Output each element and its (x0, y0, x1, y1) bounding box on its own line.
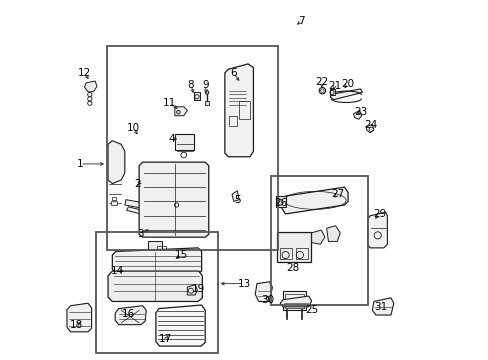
Polygon shape (175, 107, 187, 116)
Polygon shape (124, 200, 146, 208)
Text: 29: 29 (372, 209, 386, 219)
Polygon shape (139, 162, 208, 237)
Polygon shape (67, 303, 91, 332)
Text: 14: 14 (110, 266, 123, 276)
Polygon shape (112, 248, 201, 273)
Text: 25: 25 (305, 305, 318, 315)
Polygon shape (224, 64, 253, 157)
Text: 4: 4 (167, 134, 174, 144)
Bar (271, 176, 367, 305)
Text: 24: 24 (364, 120, 377, 130)
Text: 31: 31 (374, 302, 387, 312)
Text: 6: 6 (230, 68, 237, 78)
Bar (296, 248, 307, 258)
Text: 21: 21 (327, 81, 341, 91)
Polygon shape (84, 81, 97, 92)
Bar (285, 294, 304, 308)
Text: 3: 3 (137, 229, 144, 239)
Text: 1: 1 (77, 159, 83, 169)
Text: 12: 12 (78, 68, 91, 78)
Bar (175, 134, 194, 150)
Bar (157, 246, 165, 251)
Text: 13: 13 (237, 279, 251, 289)
Text: 18: 18 (70, 320, 83, 330)
Text: 20: 20 (341, 78, 354, 89)
Bar (275, 196, 285, 207)
Text: 17: 17 (159, 334, 172, 344)
Text: 2: 2 (134, 179, 141, 189)
Text: 19: 19 (191, 284, 204, 294)
Bar (96, 232, 217, 353)
Bar (239, 102, 249, 119)
Text: 30: 30 (261, 295, 274, 305)
Text: 27: 27 (330, 189, 343, 199)
Text: 7: 7 (298, 16, 305, 26)
Polygon shape (282, 187, 347, 214)
Polygon shape (372, 298, 393, 315)
Bar (279, 248, 291, 258)
Polygon shape (255, 282, 272, 301)
Polygon shape (115, 306, 146, 325)
Text: 11: 11 (163, 98, 176, 108)
Polygon shape (326, 226, 340, 242)
Bar (329, 89, 334, 95)
Text: 26: 26 (273, 198, 286, 208)
Text: 5: 5 (234, 195, 240, 204)
Polygon shape (108, 271, 202, 301)
Polygon shape (156, 305, 205, 346)
Polygon shape (329, 89, 362, 100)
Text: 10: 10 (127, 123, 140, 133)
Text: 16: 16 (122, 309, 135, 319)
Polygon shape (280, 296, 311, 307)
Bar (112, 197, 116, 200)
Polygon shape (231, 191, 239, 202)
Polygon shape (365, 125, 373, 133)
Text: 22: 22 (314, 77, 327, 87)
Circle shape (176, 111, 180, 114)
Text: 8: 8 (187, 80, 194, 90)
Text: 28: 28 (286, 262, 299, 273)
Bar (205, 101, 208, 105)
Polygon shape (353, 111, 361, 119)
Text: 15: 15 (174, 250, 187, 260)
Bar (283, 291, 305, 310)
Polygon shape (187, 285, 197, 295)
Polygon shape (108, 141, 124, 184)
Bar (110, 201, 117, 205)
Bar (107, 46, 278, 249)
Text: 9: 9 (202, 80, 208, 90)
Bar (148, 241, 162, 249)
Circle shape (205, 91, 208, 94)
Bar (193, 92, 200, 100)
Polygon shape (126, 207, 142, 214)
Polygon shape (311, 230, 324, 244)
Polygon shape (367, 212, 386, 248)
Bar (276, 232, 310, 262)
Bar (229, 116, 237, 126)
Text: 23: 23 (353, 107, 366, 117)
